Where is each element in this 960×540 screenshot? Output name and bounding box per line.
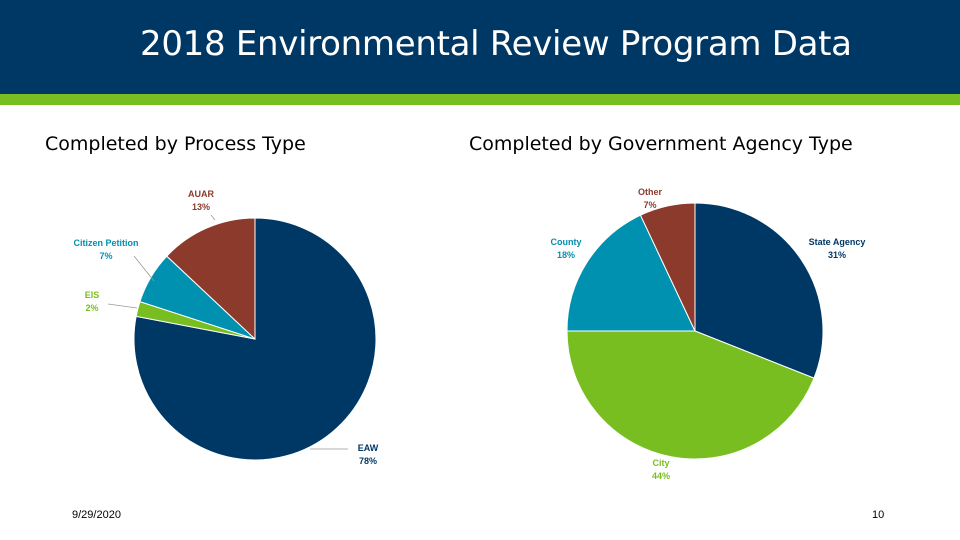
pie-labels-process-type: EAW 78% EIS 2% Citizen Petition 7% AUAR 13% [74,189,379,466]
slice-label: AUAR [188,189,214,199]
slice-value-label: 18% [557,250,575,260]
slice-label: Other [638,187,663,197]
slice-value-label: 44% [652,471,670,481]
accent-bar [0,94,960,105]
slice-label: Citizen Petition [74,238,139,248]
pie-slice-city [566,330,815,460]
pie-chart-agency-type [566,202,824,460]
slice-value-label: 2% [85,303,98,313]
footer-date: 9/29/2020 [72,509,121,521]
slice-value-label: 31% [828,250,846,260]
chart-title-agency-type: Completed by Government Agency Type [469,133,853,155]
pie-slice-state-agency [694,202,824,379]
slice-value-label: 7% [643,200,656,210]
slice-label: EIS [85,290,100,300]
pie-slice-other [639,202,696,332]
pie-chart-process-type [133,217,377,461]
pie-labels-agency-type: State Agency 31% City 44% County 18% Other 7% [551,187,866,481]
title-banner [0,0,960,94]
leader-line [107,303,138,309]
slice-value-label: 78% [359,456,377,466]
leader-line [133,255,155,282]
slice-value-label: 13% [192,202,210,212]
chart-title-process-type: Completed by Process Type [45,133,306,155]
slice-label: City [652,458,669,468]
pie-slice-auar [166,217,256,341]
slice-label: EAW [358,443,379,453]
slide-title: 2018 Environmental Review Program Data [140,24,852,64]
slice-label: County [551,237,582,247]
slice-value-label: 7% [99,251,112,261]
page-number: 10 [872,509,885,521]
pie-slice-county [566,214,696,332]
slice-label: State Agency [809,237,866,247]
leader-line [210,214,216,221]
